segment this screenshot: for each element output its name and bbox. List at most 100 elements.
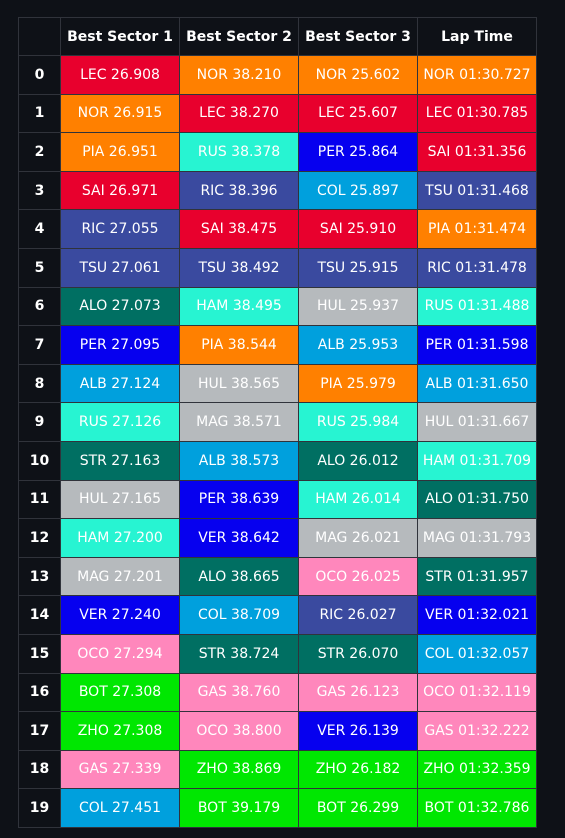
table-cell[interactable]: COL 25.897 bbox=[298, 170, 418, 211]
table-cell[interactable]: BOT 01:32.786 bbox=[417, 788, 537, 828]
table-cell[interactable]: ZHO 01:32.359 bbox=[417, 749, 537, 790]
table-cell[interactable]: MAG 26.021 bbox=[298, 518, 418, 558]
row-index: 2 bbox=[18, 132, 61, 172]
table-cell[interactable]: ALB 38.573 bbox=[179, 440, 299, 481]
table-row: 5 TSU 27.061 TSU 38.492 TSU 25.915 RIC 01:31… bbox=[18, 247, 537, 288]
table-cell[interactable]: LEC 01:30.785 bbox=[417, 93, 537, 134]
table-cell[interactable]: HUL 25.937 bbox=[298, 286, 418, 327]
table-cell[interactable]: HUL 27.165 bbox=[60, 479, 180, 520]
table-cell[interactable]: ZHO 26.182 bbox=[298, 749, 418, 790]
table-cell[interactable]: VER 27.240 bbox=[60, 595, 180, 635]
table-cell[interactable]: PIA 38.544 bbox=[179, 325, 299, 365]
table-cell[interactable]: ZHO 38.869 bbox=[179, 749, 299, 790]
table-cell[interactable]: NOR 26.915 bbox=[60, 93, 180, 134]
table-cell[interactable]: SAI 25.910 bbox=[298, 209, 418, 249]
table-cell[interactable]: ALO 38.665 bbox=[179, 556, 299, 597]
table-cell[interactable]: BOT 27.308 bbox=[60, 672, 180, 713]
table-cell[interactable]: ALO 26.012 bbox=[298, 440, 418, 481]
table-cell[interactable]: PER 27.095 bbox=[60, 325, 180, 365]
table-cell[interactable]: SAI 26.971 bbox=[60, 170, 180, 211]
table-cell[interactable]: PER 38.639 bbox=[179, 479, 299, 520]
table-cell[interactable]: STR 38.724 bbox=[179, 633, 299, 674]
table-row: 11 HUL 27.165 PER 38.639 HAM 26.014 ALO 01:3… bbox=[18, 479, 537, 520]
table-cell[interactable]: OCO 38.800 bbox=[179, 711, 299, 751]
table-cell[interactable]: VER 26.139 bbox=[298, 711, 418, 751]
table-cell[interactable]: LEC 26.908 bbox=[60, 55, 180, 95]
table-cell[interactable]: GAS 01:32.222 bbox=[417, 711, 537, 751]
table-cell[interactable]: TSU 27.061 bbox=[60, 247, 180, 288]
row-index: 10 bbox=[18, 440, 61, 481]
column-header-lap-time[interactable]: Lap Time bbox=[417, 17, 537, 56]
table-cell[interactable]: STR 27.163 bbox=[60, 440, 180, 481]
table-cell[interactable]: COL 27.451 bbox=[60, 788, 180, 828]
table-cell[interactable]: ZHO 27.308 bbox=[60, 711, 180, 751]
table-cell[interactable]: HAM 01:31.709 bbox=[417, 440, 537, 481]
column-header-best-sector-1[interactable]: Best Sector 1 bbox=[60, 17, 180, 56]
table-cell[interactable]: COL 38.709 bbox=[179, 595, 299, 635]
table-cell[interactable]: VER 01:32.021 bbox=[417, 595, 537, 635]
table-cell[interactable]: STR 01:31.957 bbox=[417, 556, 537, 597]
table-cell[interactable]: HAM 27.200 bbox=[60, 518, 180, 558]
table-cell[interactable]: LEC 38.270 bbox=[179, 93, 299, 134]
table-cell[interactable]: RUS 27.126 bbox=[60, 402, 180, 442]
table-cell[interactable]: HUL 38.565 bbox=[179, 363, 299, 404]
table-row: 19 COL 27.451 BOT 39.179 BOT 26.299 BOT 01:3… bbox=[18, 788, 537, 828]
table-row: 17 ZHO 27.308 OCO 38.800 VER 26.139 GAS 01:3… bbox=[18, 711, 537, 751]
table-cell[interactable]: VER 38.642 bbox=[179, 518, 299, 558]
table-cell[interactable]: HUL 01:31.667 bbox=[417, 402, 537, 442]
table-cell[interactable]: RUS 01:31.488 bbox=[417, 286, 537, 327]
table-cell[interactable]: MAG 27.201 bbox=[60, 556, 180, 597]
row-index: 11 bbox=[18, 479, 61, 520]
sector-times-table: Best Sector 1 Best Sector 2 Best Sector … bbox=[18, 17, 537, 828]
table-cell[interactable]: TSU 25.915 bbox=[298, 247, 418, 288]
table-cell[interactable]: RUS 25.984 bbox=[298, 402, 418, 442]
table-cell[interactable]: RIC 01:31.478 bbox=[417, 247, 537, 288]
table-cell[interactable]: RIC 38.396 bbox=[179, 170, 299, 211]
table-cell[interactable]: OCO 01:32.119 bbox=[417, 672, 537, 713]
table-cell[interactable]: PER 01:31.598 bbox=[417, 325, 537, 365]
table-cell[interactable]: TSU 38.492 bbox=[179, 247, 299, 288]
table-cell[interactable]: PIA 26.951 bbox=[60, 132, 180, 172]
table-cell[interactable]: PIA 25.979 bbox=[298, 363, 418, 404]
table-cell[interactable]: GAS 26.123 bbox=[298, 672, 418, 713]
column-header-best-sector-3[interactable]: Best Sector 3 bbox=[298, 17, 418, 56]
table-cell[interactable]: BOT 26.299 bbox=[298, 788, 418, 828]
table-cell[interactable]: ALB 27.124 bbox=[60, 363, 180, 404]
table-row: 14 VER 27.240 COL 38.709 RIC 26.027 VER 01:3… bbox=[18, 595, 537, 635]
table-cell[interactable]: OCO 27.294 bbox=[60, 633, 180, 674]
table-row: 1 NOR 26.915 LEC 38.270 LEC 25.607 LEC 01:30… bbox=[18, 93, 537, 134]
table-cell[interactable]: SAI 01:31.356 bbox=[417, 132, 537, 172]
table-cell[interactable]: GAS 27.339 bbox=[60, 749, 180, 790]
table-row: 2 PIA 26.951 RUS 38.378 PER 25.864 SAI 01:31… bbox=[18, 132, 537, 172]
table-cell[interactable]: MAG 38.571 bbox=[179, 402, 299, 442]
table-cell[interactable]: RIC 26.027 bbox=[298, 595, 418, 635]
table-cell[interactable]: PER 25.864 bbox=[298, 132, 418, 172]
table-cell[interactable]: ALB 25.953 bbox=[298, 325, 418, 365]
table-cell[interactable]: MAG 01:31.793 bbox=[417, 518, 537, 558]
table-cell[interactable]: ALO 01:31.750 bbox=[417, 479, 537, 520]
table-row: 8 ALB 27.124 HUL 38.565 PIA 25.979 ALB 01:31… bbox=[18, 363, 537, 404]
table-cell[interactable]: RUS 38.378 bbox=[179, 132, 299, 172]
table-cell[interactable]: STR 26.070 bbox=[298, 633, 418, 674]
table-cell[interactable]: ALB 01:31.650 bbox=[417, 363, 537, 404]
table-cell[interactable]: ALO 27.073 bbox=[60, 286, 180, 327]
index-header bbox=[18, 17, 61, 56]
table-cell[interactable]: BOT 39.179 bbox=[179, 788, 299, 828]
table-cell[interactable]: PIA 01:31.474 bbox=[417, 209, 537, 249]
table-cell[interactable]: HAM 26.014 bbox=[298, 479, 418, 520]
table-cell[interactable]: NOR 01:30.727 bbox=[417, 55, 537, 95]
table-cell[interactable]: HAM 38.495 bbox=[179, 286, 299, 327]
row-index: 13 bbox=[18, 556, 61, 597]
column-header-best-sector-2[interactable]: Best Sector 2 bbox=[179, 17, 299, 56]
table-cell[interactable]: GAS 38.760 bbox=[179, 672, 299, 713]
table-cell[interactable]: NOR 38.210 bbox=[179, 55, 299, 95]
row-index: 1 bbox=[18, 93, 61, 134]
table-cell[interactable]: OCO 26.025 bbox=[298, 556, 418, 597]
table-cell[interactable]: COL 01:32.057 bbox=[417, 633, 537, 674]
table-cell[interactable]: NOR 25.602 bbox=[298, 55, 418, 95]
table-cell[interactable]: RIC 27.055 bbox=[60, 209, 180, 249]
row-index: 4 bbox=[18, 209, 61, 249]
table-cell[interactable]: LEC 25.607 bbox=[298, 93, 418, 134]
table-cell[interactable]: SAI 38.475 bbox=[179, 209, 299, 249]
table-cell[interactable]: TSU 01:31.468 bbox=[417, 170, 537, 211]
